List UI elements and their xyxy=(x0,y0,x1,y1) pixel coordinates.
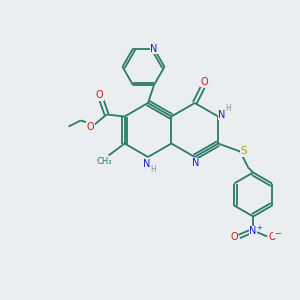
Text: N: N xyxy=(250,226,257,236)
Text: O: O xyxy=(268,232,276,242)
Text: O: O xyxy=(96,91,104,100)
Text: +: + xyxy=(256,224,262,230)
Text: S: S xyxy=(241,146,247,157)
Text: O: O xyxy=(230,232,238,242)
Text: CH₃: CH₃ xyxy=(97,157,112,166)
Text: N: N xyxy=(192,158,200,168)
Text: N: N xyxy=(218,110,226,119)
Text: H: H xyxy=(225,104,231,113)
Text: −: − xyxy=(274,229,280,238)
Text: O: O xyxy=(201,77,208,87)
Text: N: N xyxy=(143,159,151,169)
Text: H: H xyxy=(150,166,156,175)
Text: N: N xyxy=(150,44,158,54)
Text: O: O xyxy=(87,122,94,131)
